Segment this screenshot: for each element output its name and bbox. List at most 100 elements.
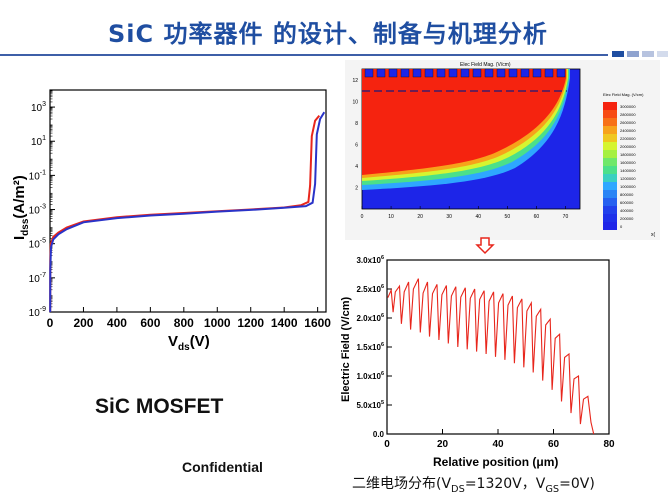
iv-chart: 0 200 400 600 800 1000 1200 1400 1600 103 101 10-1… [11,89,331,353]
title-decoration-1 [612,51,624,57]
heatmap-legend-swatch [603,142,617,150]
heatmap-trench [556,68,566,78]
heatmap-x-tick-label: 50 [505,214,511,220]
iv-x-axis-label: Vds(V) [168,333,210,353]
title-underline [0,54,608,56]
heatmap-legend-swatch [603,118,617,126]
iv-x-tick-label: 0 [47,316,54,330]
heatmap-legend-swatch [603,110,617,118]
heatmap-x-tick-label: 0 [361,214,364,220]
heatmap-legend-value: 600000 [620,200,634,205]
heatmap-trench [496,68,506,78]
heatmap-title: Elec Field Mag. (V/cm) [460,62,511,68]
heatmap-legend-swatch [603,150,617,158]
heatmap-legend-swatch [603,102,617,110]
field-profile-frame [386,259,610,435]
field-y-tick-label: 1.5x106 [356,342,384,352]
heatmap-legend-title: Elec Field Mag. (V/cm) [603,92,644,97]
heatmap-legend-value: 2600000 [620,120,636,125]
field-x-tick-label: 80 [603,439,615,450]
heatmap-legend-value: 2200000 [620,136,636,141]
heatmap-legend-value: 400000 [620,208,634,213]
heatmap-trench [484,68,494,78]
title-decoration-4 [657,51,668,57]
heatmap-trench [364,68,374,78]
iv-y-tick-label: 10-7 [29,272,46,285]
iv-x-tick-label: 200 [73,316,93,330]
iv-x-tick-label: 1400 [271,316,298,330]
heatmap-x-tick-label: 60 [534,214,540,220]
field-heatmap: Elec Field Mag. (V/cm) 0 10 20 30 40 50 60 70 1… [345,60,660,240]
heatmap-legend-swatch [603,174,617,182]
field-x-tick-label: 40 [492,439,504,450]
heatmap-x-tick-label: 30 [446,214,452,220]
heatmap-legend-value: 1600000 [620,160,636,165]
heatmap-legend-value: 1000000 [620,184,636,189]
iv-y-tick-label: 10-3 [29,204,46,217]
heatmap-legend-value: 2000000 [620,144,636,149]
field-x-tick-label: 60 [548,439,560,450]
field-y-tick-label: 1.0x106 [356,371,384,381]
iv-x-tick-label: 1000 [204,316,231,330]
heatmap-band-red [362,69,566,175]
heatmap-legend-swatch [603,158,617,166]
heatmap-legend-value: 0 [620,224,623,229]
heatmap-legend-swatch [603,182,617,190]
iv-y-tick-label: 10-9 [29,306,46,319]
title-decoration-3 [642,51,654,57]
field-x-tick-label: 20 [437,439,449,450]
heatmap-legend-swatch [603,126,617,134]
heatmap-legend-value: 2800000 [620,112,636,117]
heatmap-trench [532,68,542,78]
iv-y-tick-label: 103 [31,101,46,114]
iv-x-tick-label: 1600 [304,316,331,330]
down-arrow-icon [475,237,495,255]
heatmap-legend-swatch [603,206,617,214]
heatmap-trench [472,68,482,78]
field-y-tick-label: 2.0x106 [356,313,384,323]
heatmap-x-tick-label: 40 [475,214,481,220]
confidential-footer: Confidential [182,459,263,475]
heatmap-legend-value: 1400000 [620,168,636,173]
heatmap-legend-value: 3000000 [620,104,636,109]
heatmap-legend-swatch [603,222,617,230]
heatmap-trench [460,68,470,78]
field-x-tick-label: 0 [384,439,390,450]
heatmap-legend-swatch [603,198,617,206]
field-profile-y-axis-label: Electric Field (V/cm) [340,297,352,402]
heatmap-x-unit: x( [651,232,656,238]
iv-series-line [49,111,326,313]
field-y-tick-label: 3.0x106 [356,255,384,265]
field-profile-chart: 0 20 40 60 80 3.0x106 2.5x106 2.0x106 1.5x106 1.… [340,255,615,469]
iv-y-axis-label: Idss(A/m²) [11,175,31,240]
iv-y-tick-label: 101 [31,135,46,148]
field-y-tick-label: 2.5x106 [356,284,384,294]
field-profile-x-axis-label: Relative position (μm) [433,455,558,469]
iv-x-tick-label: 400 [107,316,127,330]
heatmap-legend-value: 1800000 [620,152,636,157]
iv-x-tick-label: 800 [174,316,194,330]
field-y-tick-label: 5.0x105 [356,400,384,410]
iv-y-tick-label: 10-5 [29,238,46,251]
heatmap-trench [412,68,422,78]
heatmap-legend-value: 1200000 [620,176,636,181]
iv-chart-frame [49,89,327,313]
iv-y-tick-label: 10-1 [29,169,46,182]
heatmap-legend-swatch [603,134,617,142]
heatmap-legend-value: 800000 [620,192,634,197]
heatmap-y-tick-label: 2 [355,185,358,191]
heatmap-x-tick-label: 70 [563,214,569,220]
heatmap-trench [424,68,434,78]
heatmap-trench [520,68,530,78]
heatmap-trench [400,68,410,78]
heatmap-y-tick-label: 8 [355,121,358,127]
heatmap-legend-swatch [603,166,617,174]
iv-x-tick-label: 600 [140,316,160,330]
heatmap-legend-swatch [603,214,617,222]
field-profile-line [387,278,595,435]
heatmap-legend-value: 2400000 [620,128,636,133]
heatmap-y-tick-label: 12 [352,78,358,84]
field-y-tick-label: 0.0 [373,430,385,439]
heatmap-y-tick-label: 6 [355,142,358,148]
